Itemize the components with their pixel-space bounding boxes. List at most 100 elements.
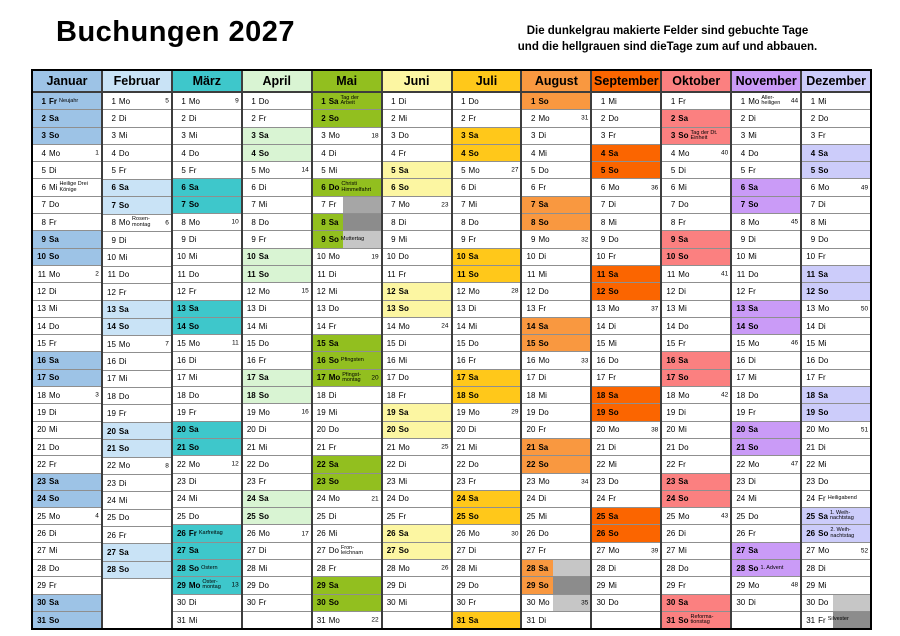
day-number: 8: [600, 217, 606, 227]
day-cell: 6 Sa: [732, 179, 801, 197]
weekday-label: Di: [468, 425, 477, 435]
day-cell: 15 Fr: [662, 335, 731, 353]
day-number: 12: [107, 287, 116, 297]
week-number: 48: [790, 581, 799, 589]
day-number: 1: [111, 96, 116, 106]
weekday-label: Sa: [118, 426, 129, 436]
weekday-label: Do: [678, 321, 689, 331]
day-cell: 29 Mi: [802, 577, 871, 595]
day-number: 28: [806, 563, 816, 573]
day-number: 7: [740, 200, 746, 210]
weekday-label: Sa: [678, 356, 689, 366]
day-cell: 15 Do: [242, 335, 311, 353]
day-number: 15: [37, 338, 46, 348]
day-cell: 18 Mi: [522, 387, 591, 405]
day-number: 20: [806, 425, 816, 435]
day-cell: 24 Sa: [452, 490, 521, 509]
day-number: 10: [736, 252, 746, 262]
day-cell: 4 Mo 1: [33, 144, 101, 163]
day-cell: 10 Mi: [172, 248, 241, 266]
day-number: 22: [107, 461, 116, 471]
month-header: Mai: [312, 71, 381, 93]
day-cell: 5 Mo 27: [452, 162, 521, 180]
day-number: 27: [666, 546, 676, 556]
weekday-label: Mi: [818, 580, 827, 590]
weekday-label: Mi: [748, 373, 757, 383]
weekday-label: Mo: [678, 148, 690, 158]
day-cell: 10 Mo 19: [312, 248, 381, 266]
weekday-label: Mi: [258, 563, 268, 573]
day-cell: 22 Do: [242, 456, 311, 474]
weekday-label: Mo: [118, 96, 131, 106]
day-cell: 12 Mi: [312, 283, 381, 301]
day-cell: 1 Mi: [592, 93, 661, 111]
week-number: 32: [581, 236, 589, 244]
day-cell: 6 Do Christi Himmelfahrt: [312, 179, 381, 197]
weekday-label: Fr: [468, 113, 477, 123]
day-number: 18: [386, 390, 396, 400]
weekday-label: Sa: [608, 511, 619, 521]
holiday-label: Oster- montag: [202, 579, 221, 591]
day-number: 14: [176, 321, 186, 331]
weekday-label: Mi: [49, 304, 58, 314]
weekday-label: Mo: [118, 339, 131, 349]
week-number: 42: [720, 391, 729, 399]
day-cell: 13 Sa: [732, 300, 801, 318]
day-cell: 18 Do: [102, 388, 171, 406]
weekday-label: So: [818, 165, 829, 175]
weekday-label: Mo: [188, 459, 200, 469]
day-cell: 16 Sa: [33, 352, 101, 370]
weekday-label: Fr: [748, 407, 756, 417]
day-number: 6: [391, 183, 396, 193]
day-cell: 25 Do: [172, 508, 241, 526]
day-cell: 28 Do: [662, 560, 731, 578]
booking-overlay: [343, 196, 381, 214]
day-number: 19: [107, 409, 116, 419]
day-number: 4: [41, 148, 46, 158]
day-number: 1: [531, 96, 536, 106]
weekday-label: Fr: [608, 373, 616, 383]
day-number: 10: [316, 252, 326, 262]
month-header: Oktober: [662, 71, 731, 93]
weekday-label: Mi: [468, 442, 477, 452]
week-number: 22: [371, 616, 379, 624]
day-cell: 7 So: [102, 197, 171, 215]
day-number: 18: [736, 390, 746, 400]
day-cell: [592, 611, 661, 629]
day-cell: 14 Mi: [452, 317, 521, 336]
day-number: 21: [107, 443, 116, 453]
day-cell: 16 Sa: [662, 352, 731, 370]
day-number: 9: [600, 235, 606, 245]
day-cell: 20 Mo 51: [802, 421, 871, 439]
day-number: 11: [666, 269, 676, 279]
day-number: 14: [456, 321, 466, 331]
day-cell: 25 Mo 4: [33, 508, 101, 526]
day-cell: 25 Mo 43: [662, 508, 731, 526]
day-number: 5: [740, 165, 746, 175]
weekday-label: Sa: [398, 529, 409, 539]
weekday-label: Di: [748, 235, 756, 245]
day-cell: 12 Di: [662, 283, 731, 301]
day-cell: 9 So Muttertag: [312, 231, 381, 249]
day-cell: 15 Fr: [33, 335, 101, 353]
day-number: 10: [386, 252, 396, 262]
weekday-label: Sa: [818, 511, 828, 521]
day-cell: 18 So: [242, 387, 311, 405]
week-number: 7: [165, 340, 169, 348]
day-number: 4: [670, 148, 676, 158]
weekday-label: Di: [818, 442, 826, 452]
weekday-label: Do: [118, 270, 130, 280]
day-number: 2: [391, 113, 396, 123]
weekday-label: So: [748, 442, 759, 452]
weekday-label: Sa: [678, 113, 689, 123]
day-cell: 8 Mo Rosen- montag 6: [102, 214, 171, 232]
day-number: 31: [806, 615, 816, 625]
weekday-label: Di: [188, 356, 197, 366]
week-number: 24: [441, 322, 449, 330]
week-number: 46: [790, 339, 799, 347]
day-number: 30: [806, 598, 816, 608]
day-number: 4: [391, 148, 396, 158]
day-number: 2: [740, 113, 746, 123]
weekday-label: Di: [678, 165, 686, 175]
day-cell: 7 Do: [33, 196, 101, 215]
